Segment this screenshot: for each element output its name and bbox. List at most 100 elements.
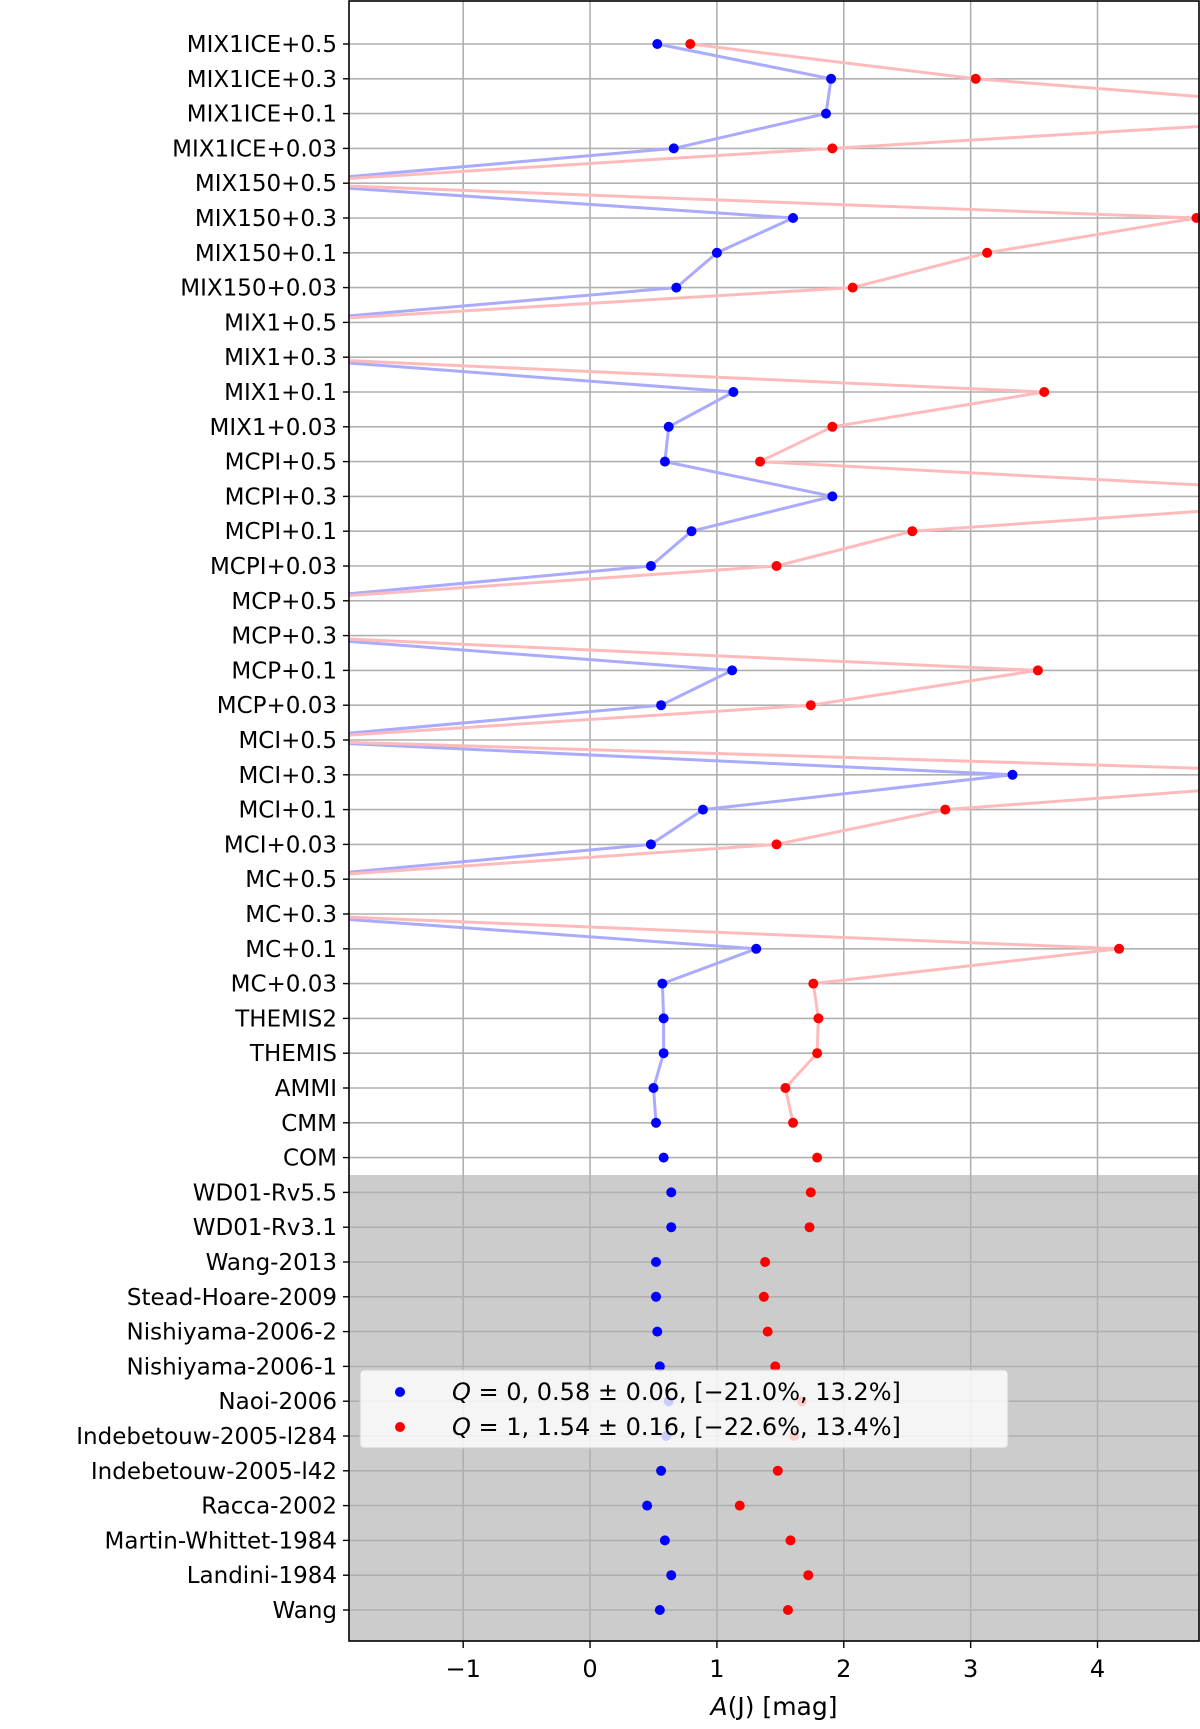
series-0-connector-line [349,42,1014,1123]
point-q1-mix1ice-0-03 [827,143,838,154]
point-q1-wd01-rv3-1 [804,1222,815,1233]
y-tick-label-racca-2002: Racca-2002 [201,1494,337,1520]
point-q1-nishiyama-2006-2 [762,1326,773,1337]
y-tick-label-mc-0-3: MC+0.3 [245,902,337,928]
y-tick-label-indebetouw-2005-l284: Indebetouw-2005-l284 [76,1424,337,1450]
point-q1-mcpi-0-03 [771,561,782,571]
point-q0-mcp-0-03 [656,700,667,711]
series-point-layer [642,39,1200,1615]
y-tick-label-mix1-0-3: MIX1+0.3 [224,345,337,371]
point-q1-mix150-0-3 [1191,213,1200,223]
point-q0-mix150-0-03 [671,282,682,293]
x-tick-label: −1 [445,1655,480,1683]
y-tick-label-mcpi-0-03: MCPI+0.03 [210,554,337,580]
point-q1-mc-0-03 [808,978,819,989]
point-q0-landini-1984 [666,1570,677,1581]
point-q1-martin-whittet-1984 [785,1535,796,1546]
y-tick-label-themis: THEMIS [249,1041,337,1067]
point-q0-ammi [648,1083,659,1093]
y-tick-label-mci-0-3: MCI+0.3 [238,763,337,789]
y-tick-label-stead-hoare-2009: Stead-Hoare-2009 [127,1285,337,1311]
point-q0-mcpi-0-3 [827,491,838,502]
legend-entry-q0: Q = 0, 0.58 ± 0.06, [−21.0%, 13.2%] [452,1378,901,1406]
y-tick-label-landini-1984: Landini-1984 [187,1563,337,1589]
point-q0-mcpi-0-1 [686,526,697,537]
y-tick-label-wd01-rv5-5: WD01-Rv5.5 [193,1180,337,1206]
point-q0-mix1ice-0-5 [652,39,663,49]
point-q1-themis2 [813,1013,824,1024]
point-q1-mc-0-1 [1114,943,1125,954]
point-q1-mix1ice-0-3 [970,73,981,84]
axes-frame [348,0,1200,1642]
y-tick-label-martin-whittet-1984: Martin-Whittet-1984 [105,1528,338,1554]
y-tick-label-naoi-2006: Naoi-2006 [218,1389,337,1415]
y-tick-label-mcp-0-03: MCP+0.03 [217,693,337,719]
point-q0-martin-whittet-1984 [659,1535,670,1546]
y-tick-label-mix1ice-0-03: MIX1ICE+0.03 [172,136,337,162]
y-tick-label-mci-0-5: MCI+0.5 [238,728,337,754]
point-q0-mcpi-0-5 [659,456,670,467]
point-q0-mci-0-1 [697,804,708,815]
point-q0-mcp-0-1 [727,665,738,676]
point-q1-wd01-rv5-5 [805,1187,816,1198]
point-q1-mcpi-0-5 [755,456,766,467]
legend-box [359,1369,1009,1449]
point-q1-mix1ice-0-5 [685,39,696,49]
y-tick-label-mcp-0-1: MCP+0.1 [231,658,337,684]
point-q0-mc-0-03 [657,978,668,989]
point-q0-nishiyama-2006-2 [652,1326,663,1337]
y-tick-label-com: COM [283,1146,337,1172]
point-q1-mcp-0-1 [1032,665,1043,676]
point-q1-mci-0-1 [940,804,951,815]
x-tick-labels: −1 0 1 2 3 4 [445,1641,1105,1683]
point-q0-racca-2002 [642,1500,653,1511]
point-q1-racca-2002 [734,1500,745,1511]
y-tick-label-mix1ice-0-1: MIX1ICE+0.1 [187,102,337,128]
point-q1-ammi [780,1083,791,1093]
y-tick-label-wd01-rv3-1: WD01-Rv3.1 [193,1215,337,1241]
point-q0-themis [658,1048,669,1059]
point-q0-wang-2013 [651,1257,662,1267]
y-tick-label-cmm: CMM [281,1111,337,1137]
y-tick-label-nishiyama-2006-2: Nishiyama-2006-2 [126,1320,337,1346]
point-q0-mci-0-03 [645,839,656,850]
y-tick-label-ammi: AMMI [275,1076,337,1102]
x-tick-label: 4 [1090,1655,1105,1683]
y-tick-label-mix1-0-5: MIX1+0.5 [224,310,337,336]
y-tick-label-mix150-0-1: MIX150+0.1 [195,241,337,267]
point-q1-themis [812,1048,823,1059]
point-q0-com [658,1152,669,1163]
y-tick-label-mc-0-03: MC+0.03 [231,972,337,998]
point-q0-mc-0-1 [751,943,762,954]
y-tick-label-mcpi-0-5: MCPI+0.5 [225,450,337,476]
y-tick-label-indebetouw-2005-l42: Indebetouw-2005-l42 [91,1459,337,1485]
y-tick-label-mix1-0-03: MIX1+0.03 [210,415,338,441]
point-q1-cmm [788,1117,799,1128]
point-q0-wang [654,1605,665,1615]
point-q1-wang-2013 [760,1257,771,1267]
point-q0-indebetouw-2005-l42 [656,1465,667,1476]
x-axis-label: A(J) [mag] [709,1692,838,1721]
legend: Q = 0, 0.58 ± 0.06, [−21.0%, 13.2%] Q = … [359,1369,1009,1449]
point-q0-mix150-0-1 [711,247,722,258]
point-q0-mci-0-3 [1007,769,1018,780]
point-q0-mix1ice-0-03 [668,143,679,154]
point-q0-mix150-0-3 [788,213,799,223]
y-tick-label-mix1ice-0-3: MIX1ICE+0.3 [187,67,337,93]
point-q0-nishiyama-2006-1 [654,1361,665,1372]
point-q0-cmm [651,1117,662,1128]
y-tick-label-nishiyama-2006-1: Nishiyama-2006-1 [126,1354,337,1380]
y-tick-label-mci-0-1: MCI+0.1 [238,798,337,824]
y-tick-label-mix150-0-5: MIX150+0.5 [195,171,337,197]
point-q0-wd01-rv5-5 [666,1187,677,1198]
series-line-layer [349,42,1199,1124]
y-tick-label-mci-0-03: MCI+0.03 [224,832,337,858]
legend-marker-q1 [395,1422,405,1432]
point-q0-stead-hoare-2009 [651,1291,662,1302]
y-tick-label-wang-2013: Wang-2013 [206,1250,337,1276]
point-q1-mcp-0-03 [805,700,816,711]
point-q0-mcpi-0-03 [645,561,656,571]
point-q1-mci-0-03 [771,839,782,850]
